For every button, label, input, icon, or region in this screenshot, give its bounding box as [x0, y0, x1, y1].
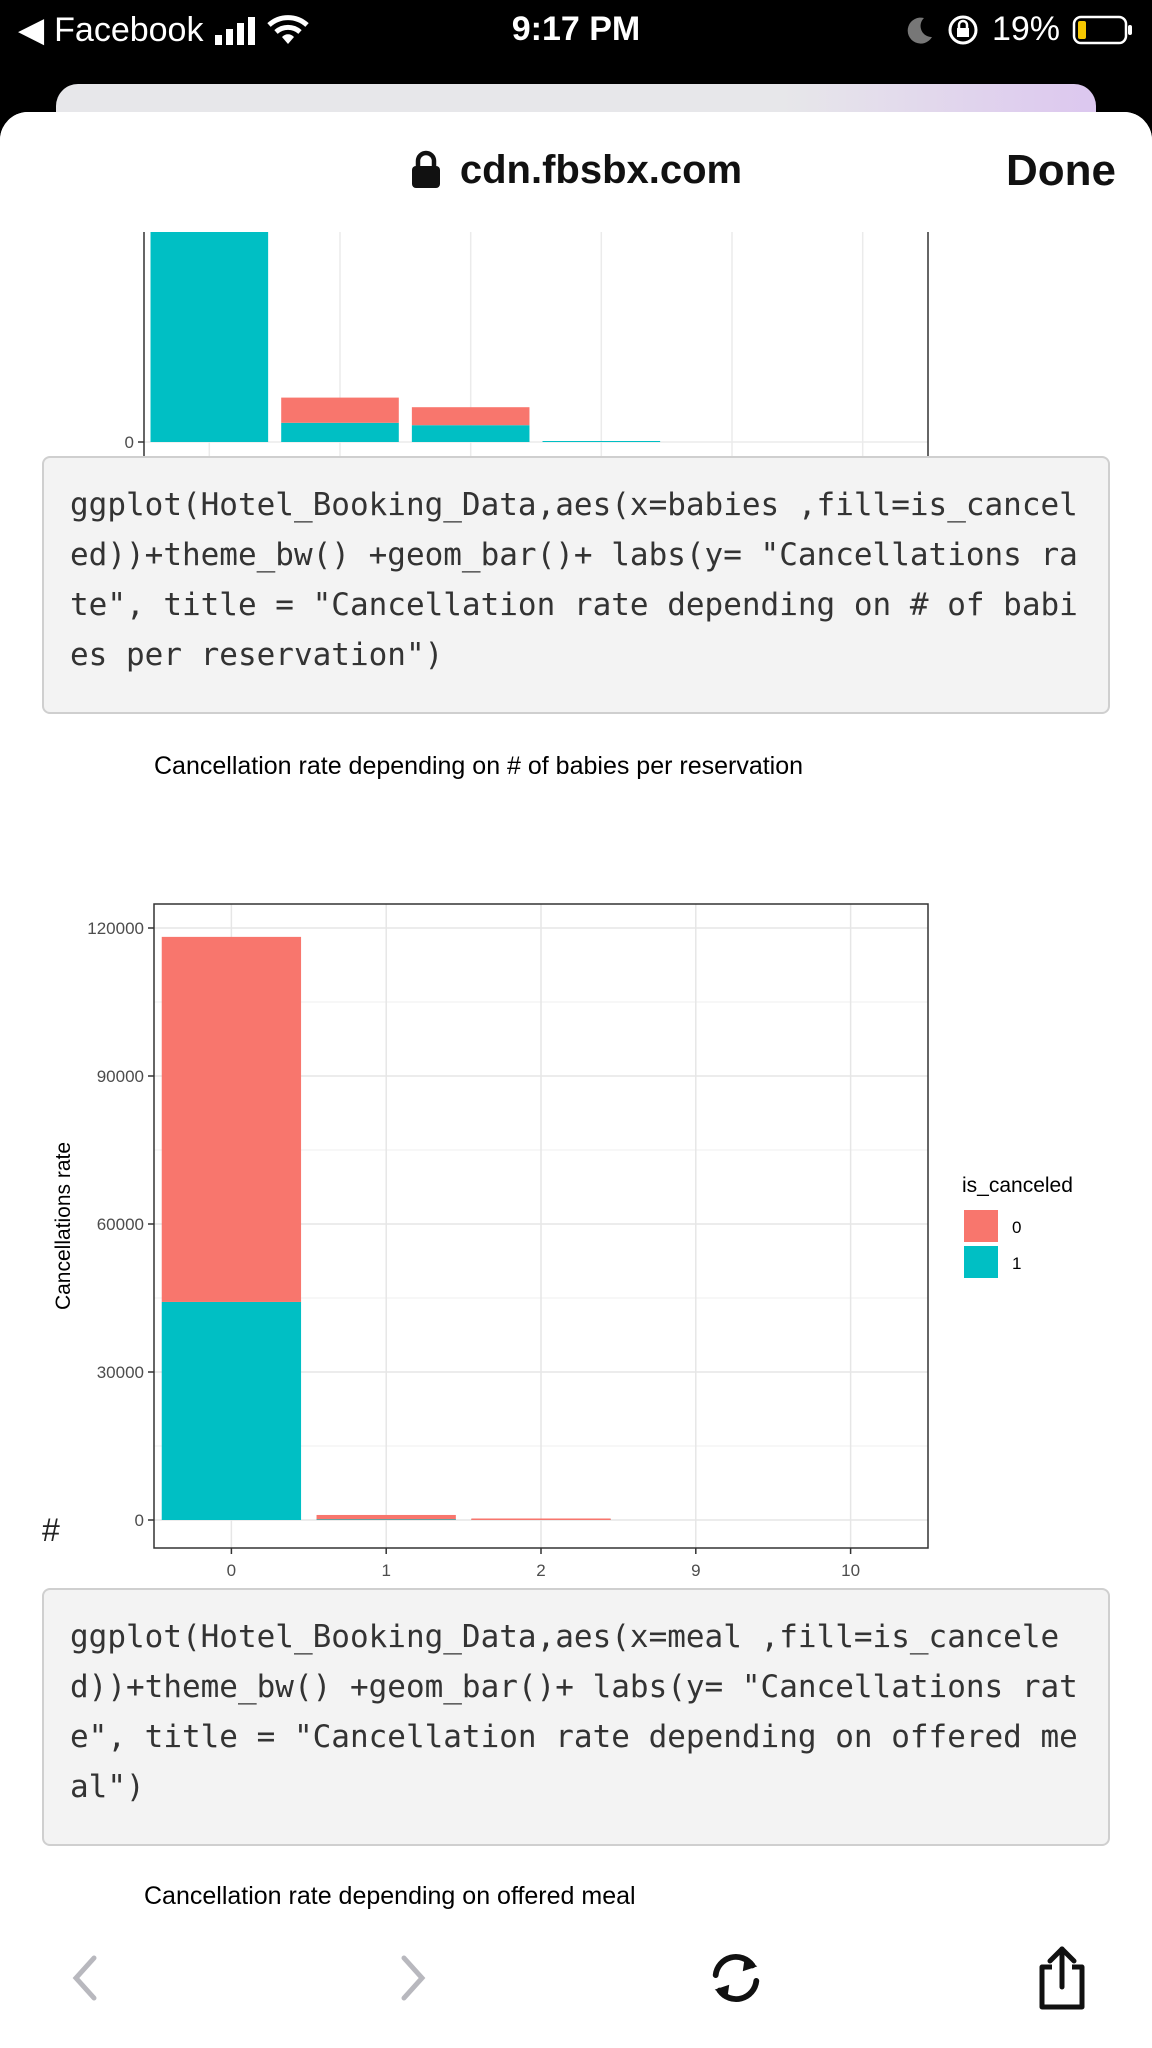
y-tick-label: 0: [125, 433, 134, 452]
y-tick-label: 60000: [97, 1215, 144, 1234]
bar-canceled: [281, 422, 399, 442]
status-bar: ◀ Facebook 9:17 PM 19%: [0, 0, 1152, 60]
plot-border: [153, 903, 929, 1549]
url-bar: cdn.fbsbx.com Done: [0, 112, 1152, 232]
moon-icon: [907, 17, 932, 44]
y-tick-label: 120000: [87, 919, 144, 938]
chevron-left-icon: [72, 1955, 97, 2001]
url-text: cdn.fbsbx.com: [459, 148, 743, 192]
y-tick-label: 0: [135, 1511, 144, 1530]
battery-percent: 19%: [991, 10, 1060, 48]
bar-not-canceled: [316, 1514, 456, 1520]
reload-button[interactable]: [706, 1948, 766, 2008]
legend-label: 1: [1012, 1254, 1021, 1273]
x-tick-label: 0: [227, 1561, 236, 1580]
legend-label: 0: [1012, 1218, 1021, 1237]
reload-icon: [712, 1954, 760, 2002]
back-button[interactable]: [56, 1948, 116, 2008]
bar-canceled: [411, 425, 530, 442]
browser-toolbar: [0, 1924, 1152, 2048]
plot-panel: [144, 228, 928, 470]
back-app-label[interactable]: Facebook: [54, 10, 204, 49]
legend-title: is_canceled: [962, 1174, 1073, 1197]
lock-icon: [411, 150, 440, 188]
x-tick-label: 9: [691, 1561, 700, 1580]
x-tick-label: 1: [381, 1561, 390, 1580]
share-button[interactable]: [1032, 1946, 1092, 2010]
bar-canceled: [316, 1519, 456, 1520]
legend-key: [964, 1246, 998, 1278]
browser-sheet: cdn.fbsbx.com Done 012310NA0children ggp…: [0, 112, 1152, 2048]
chevron-right-icon: [401, 1955, 426, 2001]
bar-canceled: [150, 228, 269, 442]
code-block-babies: ggplot(Hotel_Booking_Data,aes(x=babies ,…: [42, 456, 1110, 714]
wifi-icon: [267, 15, 310, 44]
meal-chart-title: Cancellation rate depending on offered m…: [144, 1882, 636, 1910]
babies-chart: 0300006000090000120000012910babiesCancel…: [52, 903, 1073, 1609]
bar-canceled: [161, 1301, 302, 1520]
children-chart: 012310NA0children: [125, 228, 929, 531]
bar-not-canceled: [411, 407, 530, 426]
bar-not-canceled: [161, 936, 302, 1302]
code-block-meal: ggplot(Hotel_Booking_Data,aes(x=meal ,fi…: [42, 1588, 1110, 1846]
legend-key: [964, 1210, 998, 1242]
done-button[interactable]: Done: [1006, 146, 1116, 195]
y-axis-title: Cancellations rate: [52, 1142, 75, 1310]
battery-icon: [1072, 15, 1132, 44]
address-display[interactable]: cdn.fbsbx.com: [0, 148, 1152, 193]
back-to-app-icon[interactable]: ◀: [18, 11, 45, 49]
clock: 9:17 PM: [511, 10, 641, 48]
bar-not-canceled: [281, 397, 399, 423]
rotation-lock-icon: [948, 15, 978, 44]
babies-chart-title: Cancellation rate depending on # of babi…: [154, 752, 804, 780]
bar-canceled: [542, 441, 661, 442]
share-icon: [1039, 1946, 1085, 2010]
x-tick-label: 2: [536, 1561, 545, 1580]
signal-icon: [215, 17, 256, 45]
x-tick-label: 10: [841, 1561, 860, 1580]
y-tick-label: 30000: [97, 1363, 144, 1382]
y-tick-label: 90000: [97, 1067, 144, 1086]
bar-not-canceled: [471, 1518, 611, 1520]
forward-button[interactable]: [382, 1948, 442, 2008]
comment-hash: #: [42, 1512, 60, 1548]
